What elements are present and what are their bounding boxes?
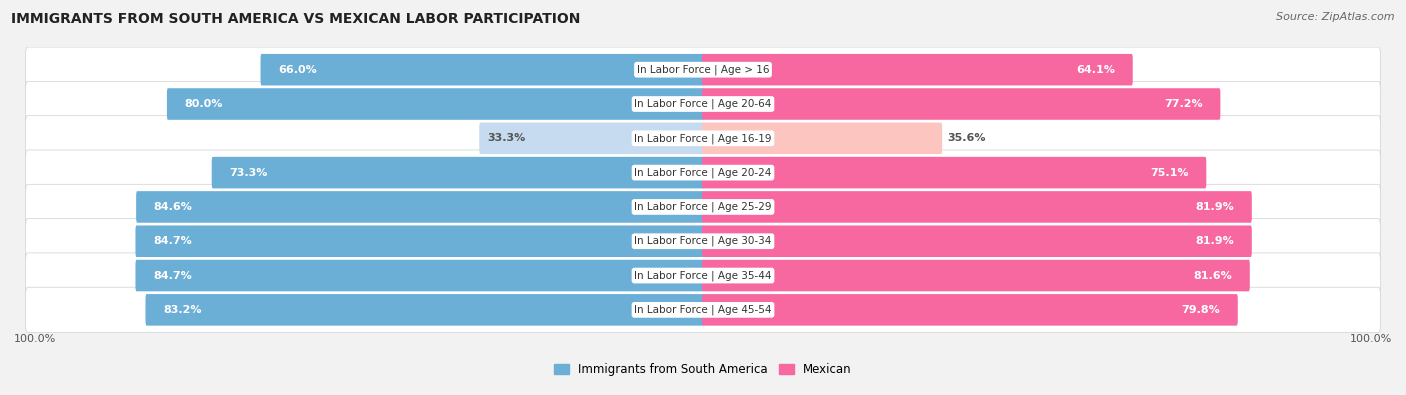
Text: 66.0%: 66.0% <box>278 65 316 75</box>
Text: IMMIGRANTS FROM SOUTH AMERICA VS MEXICAN LABOR PARTICIPATION: IMMIGRANTS FROM SOUTH AMERICA VS MEXICAN… <box>11 12 581 26</box>
FancyBboxPatch shape <box>25 287 1381 333</box>
FancyBboxPatch shape <box>136 191 704 223</box>
FancyBboxPatch shape <box>702 54 1133 85</box>
Text: 79.8%: 79.8% <box>1181 305 1220 315</box>
Text: In Labor Force | Age 30-34: In Labor Force | Age 30-34 <box>634 236 772 246</box>
Text: 100.0%: 100.0% <box>1350 334 1392 344</box>
FancyBboxPatch shape <box>135 226 704 257</box>
Text: In Labor Force | Age 20-64: In Labor Force | Age 20-64 <box>634 99 772 109</box>
FancyBboxPatch shape <box>25 81 1381 127</box>
Text: In Labor Force | Age 16-19: In Labor Force | Age 16-19 <box>634 133 772 143</box>
Text: In Labor Force | Age 25-29: In Labor Force | Age 25-29 <box>634 202 772 212</box>
FancyBboxPatch shape <box>167 88 704 120</box>
Text: In Labor Force | Age 45-54: In Labor Force | Age 45-54 <box>634 305 772 315</box>
Text: In Labor Force | Age 35-44: In Labor Force | Age 35-44 <box>634 270 772 281</box>
FancyBboxPatch shape <box>145 294 704 325</box>
Text: In Labor Force | Age 20-24: In Labor Force | Age 20-24 <box>634 167 772 178</box>
Text: 81.6%: 81.6% <box>1194 271 1232 280</box>
FancyBboxPatch shape <box>702 122 942 154</box>
FancyBboxPatch shape <box>25 150 1381 195</box>
FancyBboxPatch shape <box>135 260 704 292</box>
Text: Source: ZipAtlas.com: Source: ZipAtlas.com <box>1277 12 1395 22</box>
Text: 77.2%: 77.2% <box>1164 99 1202 109</box>
Text: 83.2%: 83.2% <box>163 305 201 315</box>
Text: 80.0%: 80.0% <box>184 99 224 109</box>
Text: 81.9%: 81.9% <box>1195 202 1234 212</box>
FancyBboxPatch shape <box>479 122 704 154</box>
Text: 84.7%: 84.7% <box>153 236 193 246</box>
FancyBboxPatch shape <box>25 218 1381 264</box>
FancyBboxPatch shape <box>260 54 704 85</box>
Text: 81.9%: 81.9% <box>1195 236 1234 246</box>
Text: 84.6%: 84.6% <box>153 202 193 212</box>
FancyBboxPatch shape <box>702 226 1251 257</box>
FancyBboxPatch shape <box>702 294 1237 325</box>
Text: 75.1%: 75.1% <box>1150 167 1188 178</box>
Text: 73.3%: 73.3% <box>229 167 267 178</box>
Text: 100.0%: 100.0% <box>14 334 56 344</box>
FancyBboxPatch shape <box>25 116 1381 161</box>
FancyBboxPatch shape <box>25 184 1381 229</box>
FancyBboxPatch shape <box>702 260 1250 292</box>
FancyBboxPatch shape <box>702 191 1251 223</box>
FancyBboxPatch shape <box>25 253 1381 298</box>
FancyBboxPatch shape <box>25 47 1381 92</box>
Text: 35.6%: 35.6% <box>948 134 986 143</box>
FancyBboxPatch shape <box>702 157 1206 188</box>
Legend: Immigrants from South America, Mexican: Immigrants from South America, Mexican <box>550 358 856 381</box>
FancyBboxPatch shape <box>212 157 704 188</box>
Text: 64.1%: 64.1% <box>1076 65 1115 75</box>
FancyBboxPatch shape <box>702 88 1220 120</box>
Text: In Labor Force | Age > 16: In Labor Force | Age > 16 <box>637 64 769 75</box>
Text: 84.7%: 84.7% <box>153 271 193 280</box>
Text: 33.3%: 33.3% <box>486 134 526 143</box>
